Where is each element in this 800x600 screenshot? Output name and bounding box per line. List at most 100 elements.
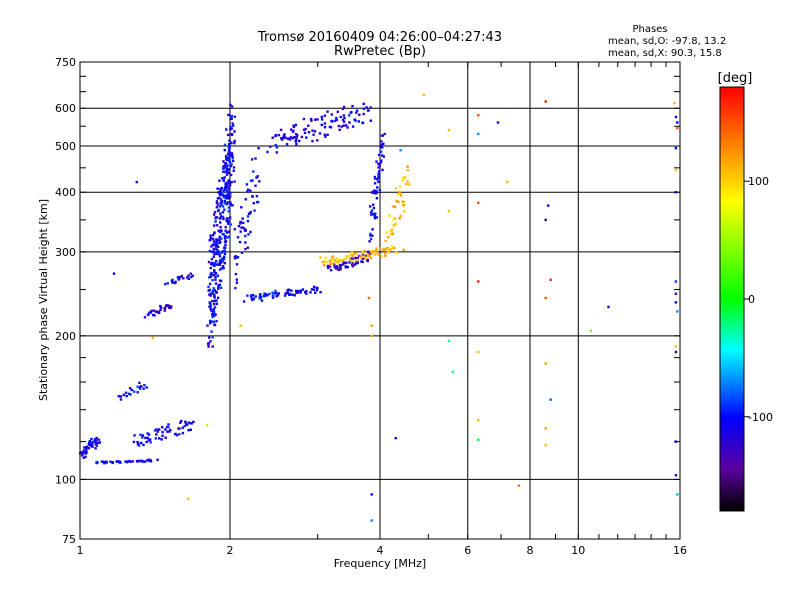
data-point — [213, 231, 216, 234]
data-point — [218, 205, 222, 208]
data-point — [166, 282, 169, 285]
data-point — [224, 188, 228, 192]
data-point — [277, 292, 280, 295]
data-point — [447, 128, 451, 132]
data-point — [208, 288, 211, 292]
data-point — [219, 226, 222, 229]
data-point — [213, 269, 216, 272]
data-point — [275, 295, 278, 298]
data-point — [361, 252, 364, 255]
data-point — [95, 441, 98, 444]
data-point — [372, 203, 375, 206]
data-point — [300, 135, 304, 139]
data-point — [235, 278, 238, 281]
data-point — [350, 259, 353, 262]
data-point — [370, 213, 373, 216]
data-point — [234, 272, 238, 276]
data-point — [252, 297, 255, 301]
data-point — [138, 387, 142, 390]
data-point — [222, 194, 225, 197]
data-point — [132, 440, 136, 444]
data-point — [228, 161, 232, 164]
data-point — [212, 250, 215, 253]
data-point — [477, 201, 480, 204]
data-point — [393, 205, 397, 209]
data-point — [223, 176, 226, 179]
data-point — [217, 241, 220, 244]
data-point — [167, 426, 170, 429]
data-point — [209, 302, 212, 306]
data-point — [408, 183, 411, 186]
data-point — [349, 253, 352, 256]
data-point — [356, 256, 359, 260]
data-point — [398, 190, 401, 194]
data-point — [299, 291, 302, 294]
data-point — [396, 192, 399, 196]
data-point — [209, 237, 213, 240]
data-point — [259, 295, 263, 299]
data-point — [158, 437, 161, 440]
data-point — [180, 274, 183, 278]
data-point — [146, 459, 149, 462]
data-point — [289, 136, 293, 139]
data-point — [95, 444, 98, 447]
data-point — [367, 251, 370, 255]
data-point — [341, 107, 345, 111]
data-point — [402, 204, 405, 207]
data-point — [372, 249, 375, 253]
data-point — [311, 139, 314, 143]
data-point — [339, 268, 342, 271]
data-point — [84, 452, 87, 455]
data-point — [88, 439, 92, 443]
data-point — [299, 289, 303, 292]
data-point — [406, 165, 409, 168]
data-point — [224, 170, 227, 174]
data-point — [379, 161, 383, 164]
data-point — [323, 114, 327, 117]
data-point — [234, 286, 237, 290]
data-point — [395, 199, 398, 203]
data-point — [377, 153, 381, 157]
data-point — [229, 128, 232, 131]
data-point — [222, 165, 225, 168]
data-point — [380, 146, 384, 149]
data-point — [368, 205, 372, 208]
data-point — [674, 191, 678, 194]
data-point — [246, 246, 249, 249]
data-point — [235, 281, 239, 284]
data-point — [233, 139, 236, 143]
data-point — [255, 195, 259, 198]
data-point — [117, 395, 120, 398]
data-point — [387, 249, 391, 252]
data-point — [216, 274, 219, 277]
data-point — [227, 168, 231, 171]
data-point — [228, 217, 232, 220]
data-point — [676, 493, 679, 496]
data-point — [290, 128, 293, 131]
data-point — [304, 127, 307, 131]
data-point — [275, 151, 278, 154]
data-point — [333, 263, 336, 266]
data-point — [386, 247, 389, 251]
data-point — [307, 131, 311, 134]
data-point — [163, 307, 166, 310]
data-point — [334, 267, 338, 270]
data-point — [223, 255, 226, 258]
data-point — [225, 166, 228, 169]
data-point — [212, 303, 216, 306]
data-point — [374, 250, 378, 253]
data-point — [227, 156, 230, 159]
data-point — [227, 206, 231, 209]
data-point — [370, 211, 373, 214]
data-point — [149, 459, 152, 462]
data-point — [233, 180, 236, 183]
data-point — [215, 299, 218, 302]
data-point — [351, 254, 354, 257]
data-point — [221, 232, 224, 236]
data-point — [220, 229, 223, 232]
data-point — [674, 440, 678, 443]
data-point — [366, 258, 369, 262]
data-point — [93, 440, 96, 443]
data-point — [378, 188, 381, 192]
data-point — [233, 257, 237, 260]
